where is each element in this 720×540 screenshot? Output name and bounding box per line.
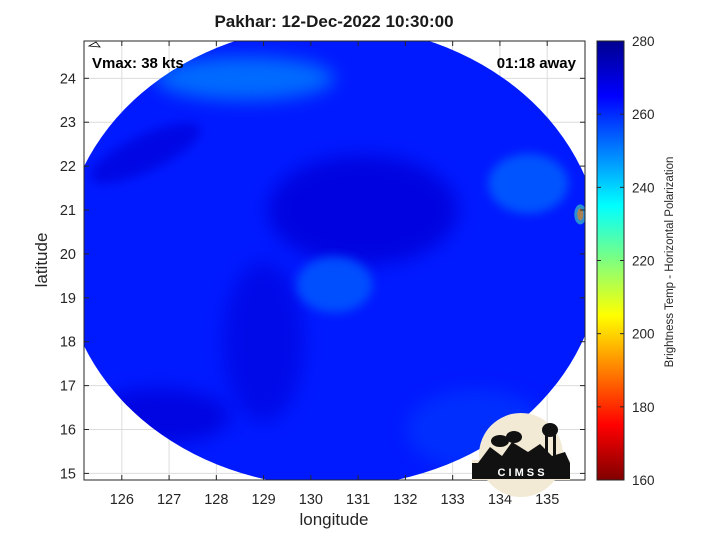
x-tick-label: 127 bbox=[157, 492, 181, 508]
y-tick-label: 18 bbox=[60, 335, 76, 351]
y-tick-label: 23 bbox=[60, 115, 76, 131]
plot-frame bbox=[83, 40, 586, 481]
colorbar-ticks: 160 180 200 220 240 260 280 bbox=[597, 34, 655, 488]
cimss-logo-text: C I M S S bbox=[497, 467, 544, 479]
x-tick-label: 133 bbox=[441, 492, 465, 508]
colorbar-tick-label: 160 bbox=[632, 473, 655, 488]
y-tick-label: 24 bbox=[60, 71, 76, 87]
x-tick-label: 129 bbox=[252, 492, 276, 508]
cold-region bbox=[267, 155, 458, 266]
colorbar-tick-label: 280 bbox=[632, 34, 655, 49]
x-tick-label: 130 bbox=[299, 492, 323, 508]
colorbar-tick-label: 220 bbox=[632, 254, 655, 269]
swath-interior bbox=[84, 41, 585, 480]
corner-marker-icon bbox=[87, 41, 101, 48]
colorbar-tick-label: 180 bbox=[632, 400, 655, 415]
x-tick-label: 135 bbox=[535, 492, 559, 508]
x-tick-label: 134 bbox=[488, 492, 512, 508]
chart-title: Pakhar: 12-Dec-2022 10:30:00 bbox=[214, 12, 454, 31]
y-tick-label: 19 bbox=[60, 291, 76, 307]
cold-band bbox=[223, 261, 304, 422]
y-tick-label: 15 bbox=[60, 466, 76, 482]
time-offset-annotation: 01:18 away bbox=[497, 55, 577, 72]
y-tick-label: 17 bbox=[60, 379, 76, 395]
colorbar-tick-label: 260 bbox=[632, 107, 655, 122]
warm-region bbox=[488, 153, 569, 214]
hot-spot-halo bbox=[574, 204, 585, 225]
brightness-swath bbox=[84, 41, 585, 480]
x-tick-label: 126 bbox=[110, 492, 134, 508]
warm-center bbox=[296, 256, 373, 313]
y-tick-label: 20 bbox=[60, 247, 76, 263]
x-tick-label: 131 bbox=[346, 492, 370, 508]
y-tick-label: 16 bbox=[60, 423, 76, 439]
y-tick-label: 21 bbox=[60, 203, 76, 219]
cold-band bbox=[90, 122, 201, 184]
colorbar-tick-label: 200 bbox=[632, 327, 655, 342]
x-tick-label: 128 bbox=[204, 492, 228, 508]
warm-region bbox=[154, 56, 335, 101]
cimss-logo: C I M S S bbox=[472, 413, 570, 497]
colorbar-tick-label: 240 bbox=[632, 180, 655, 195]
vmax-annotation: Vmax: 38 kts bbox=[92, 55, 184, 72]
x-tick-label: 132 bbox=[393, 492, 417, 508]
y-tick-label: 22 bbox=[60, 159, 76, 175]
colorbar bbox=[596, 40, 625, 481]
axis-ticks: 126 127 128 129 130 131 132 133 134 135 15 16 17 18 19… bbox=[60, 41, 585, 508]
x-axis-label: longitude bbox=[299, 510, 369, 529]
